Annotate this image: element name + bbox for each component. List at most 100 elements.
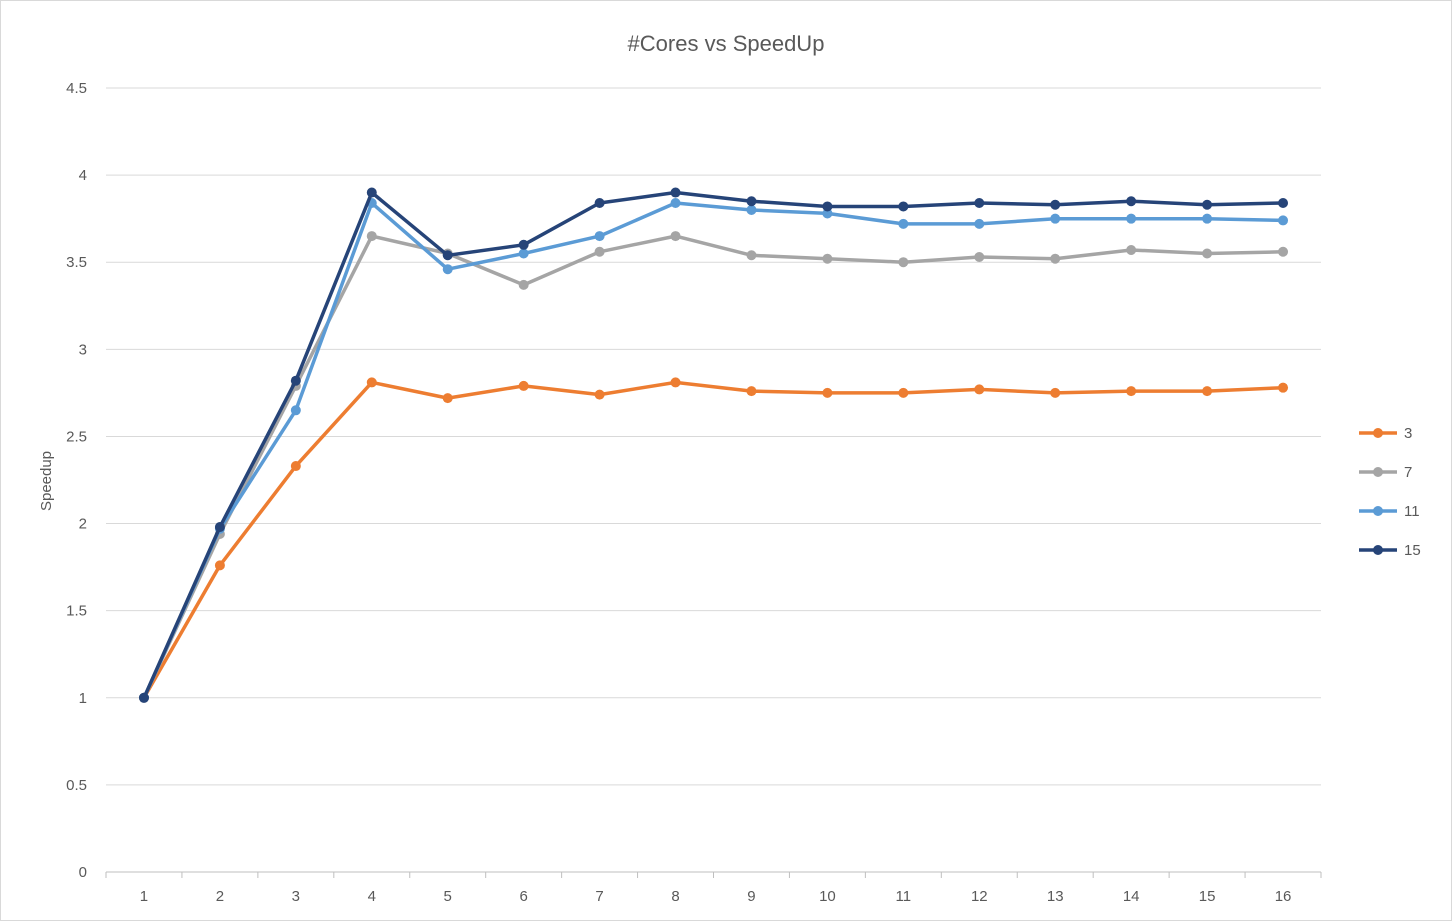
series-line — [142, 190, 1285, 700]
data-point — [974, 218, 985, 229]
legend-swatch-marker — [1373, 467, 1383, 477]
y-tick-label: 1 — [79, 690, 87, 707]
x-tick-label: 3 — [292, 888, 300, 905]
data-point — [1126, 386, 1137, 397]
x-tick-label: 2 — [216, 888, 224, 905]
data-point — [1126, 196, 1137, 207]
legend-item: 15 — [1359, 542, 1421, 559]
y-tick-label: 4.5 — [66, 80, 87, 97]
data-point — [138, 692, 149, 703]
data-point — [518, 279, 529, 290]
legend-label: 11 — [1404, 503, 1420, 520]
data-point — [594, 197, 605, 208]
data-point — [822, 208, 833, 219]
y-axis-ticks: 0 0.5 1 1.5 2 2.5 3 3.5 4 4.5 — [66, 80, 87, 881]
data-point — [290, 405, 301, 416]
data-point — [670, 197, 681, 208]
y-axis-label: Speedup — [38, 451, 55, 511]
y-tick-label: 2 — [79, 516, 87, 533]
data-point — [518, 248, 529, 259]
data-point — [366, 377, 377, 388]
x-tick-label: 12 — [971, 888, 988, 905]
x-tick-label: 14 — [1123, 888, 1140, 905]
data-point — [442, 250, 453, 261]
legend-swatch-marker — [1373, 506, 1383, 516]
data-point — [1278, 197, 1289, 208]
y-tick-label: 3.5 — [66, 254, 87, 271]
data-point — [1278, 246, 1289, 257]
data-point — [1202, 248, 1213, 259]
data-point — [290, 375, 301, 386]
data-point — [1202, 199, 1213, 210]
legend-label: 15 — [1404, 542, 1421, 559]
data-point — [746, 250, 757, 261]
data-point — [822, 253, 833, 264]
x-tick-label: 15 — [1199, 888, 1216, 905]
series-line — [142, 234, 1285, 700]
data-point — [1202, 213, 1213, 224]
data-point — [670, 187, 681, 198]
series-lines — [138, 187, 1289, 703]
data-point — [974, 384, 985, 395]
y-tick-label: 4 — [79, 167, 87, 184]
series-line — [142, 201, 1285, 700]
legend-item: 3 — [1359, 425, 1412, 442]
series-7 — [138, 231, 1289, 703]
series-3 — [138, 377, 1289, 703]
series-line — [142, 380, 1285, 700]
y-tick-label: 3 — [79, 341, 87, 358]
data-point — [442, 393, 453, 404]
data-point — [366, 231, 377, 242]
data-point — [1278, 215, 1289, 226]
data-point — [822, 387, 833, 398]
x-tick-label: 13 — [1047, 888, 1064, 905]
x-tick-label: 8 — [671, 888, 679, 905]
y-tick-label: 0.5 — [66, 777, 87, 794]
data-point — [898, 218, 909, 229]
data-point — [1126, 213, 1137, 224]
data-point — [594, 246, 605, 257]
data-point — [746, 204, 757, 215]
data-point — [1050, 213, 1061, 224]
data-point — [366, 187, 377, 198]
x-tick-label: 10 — [819, 888, 836, 905]
x-axis-ticks: 1 2 3 4 5 6 7 8 9 10 11 12 13 14 15 16 — [105, 872, 1322, 905]
data-point — [1202, 386, 1213, 397]
y-tick-label: 0 — [79, 864, 87, 881]
data-point — [214, 560, 225, 571]
legend-label: 3 — [1404, 425, 1412, 442]
data-point — [974, 251, 985, 262]
chart-title: #Cores vs SpeedUp — [628, 31, 825, 56]
data-point — [290, 461, 301, 472]
x-tick-label: 7 — [595, 888, 603, 905]
legend-item: 11 — [1359, 503, 1420, 520]
x-tick-label: 9 — [747, 888, 755, 905]
legend-swatch-marker — [1373, 545, 1383, 555]
y-tick-label: 1.5 — [66, 603, 87, 620]
data-point — [594, 389, 605, 400]
data-point — [898, 201, 909, 212]
data-point — [670, 377, 681, 388]
data-point — [518, 380, 529, 391]
data-point — [746, 386, 757, 397]
data-point — [594, 231, 605, 242]
data-point — [746, 196, 757, 207]
legend-label: 7 — [1404, 464, 1412, 481]
legend-item: 7 — [1359, 464, 1412, 481]
x-tick-label: 11 — [896, 888, 912, 905]
x-tick-label: 6 — [519, 888, 527, 905]
data-point — [518, 239, 529, 250]
data-point — [1050, 387, 1061, 398]
x-tick-label: 4 — [368, 888, 376, 905]
data-point — [1050, 253, 1061, 264]
data-point — [442, 264, 453, 275]
legend-swatch-marker — [1373, 428, 1383, 438]
legend: 3 7 11 15 — [1359, 425, 1421, 559]
data-point — [1050, 199, 1061, 210]
data-point — [974, 197, 985, 208]
y-tick-label: 2.5 — [66, 428, 87, 445]
data-point — [670, 231, 681, 242]
x-tick-label: 16 — [1275, 888, 1292, 905]
